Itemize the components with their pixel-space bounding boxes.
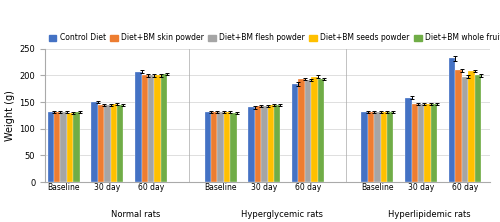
Bar [254,106,261,182]
Bar [474,75,481,182]
Text: Normal rats: Normal rats [112,210,160,219]
Bar [161,74,167,182]
Bar [318,79,324,182]
Bar [424,104,431,182]
Bar [261,106,268,182]
Bar [67,113,73,182]
Bar [110,104,117,182]
Bar [268,105,274,182]
Bar [218,112,224,182]
Bar [431,104,437,182]
Bar [449,58,456,182]
Bar [48,112,54,182]
Legend: Control Diet, Diet+BM skin powder, Diet+BM flesh powder, Diet+BM seeds powder, D: Control Diet, Diet+BM skin powder, Diet+… [49,33,500,42]
Bar [380,112,387,182]
Bar [412,104,418,182]
Bar [362,112,368,182]
Bar [305,80,311,182]
Bar [418,104,424,182]
Bar [211,112,218,182]
Bar [456,70,462,182]
Bar [98,105,104,182]
Bar [248,107,254,182]
Bar [298,79,305,182]
Bar [374,112,380,182]
Text: Hyperlipidemic rats: Hyperlipidemic rats [388,210,470,219]
Bar [468,71,474,182]
Bar [92,102,98,182]
Bar [54,112,60,182]
Bar [292,84,298,182]
Bar [311,77,318,182]
Bar [405,98,411,182]
Bar [274,105,280,182]
Bar [142,75,148,182]
Text: Hyperglycemic rats: Hyperglycemic rats [242,210,324,219]
Bar [462,77,468,182]
Bar [387,112,394,182]
Bar [154,75,161,182]
Bar [148,75,154,182]
Bar [224,112,230,182]
Bar [74,112,80,182]
Bar [117,105,123,182]
Bar [104,105,110,182]
Bar [230,113,236,182]
Y-axis label: Weight (g): Weight (g) [6,90,16,141]
Bar [60,112,67,182]
Bar [135,72,141,182]
Bar [368,112,374,182]
Bar [204,112,211,182]
